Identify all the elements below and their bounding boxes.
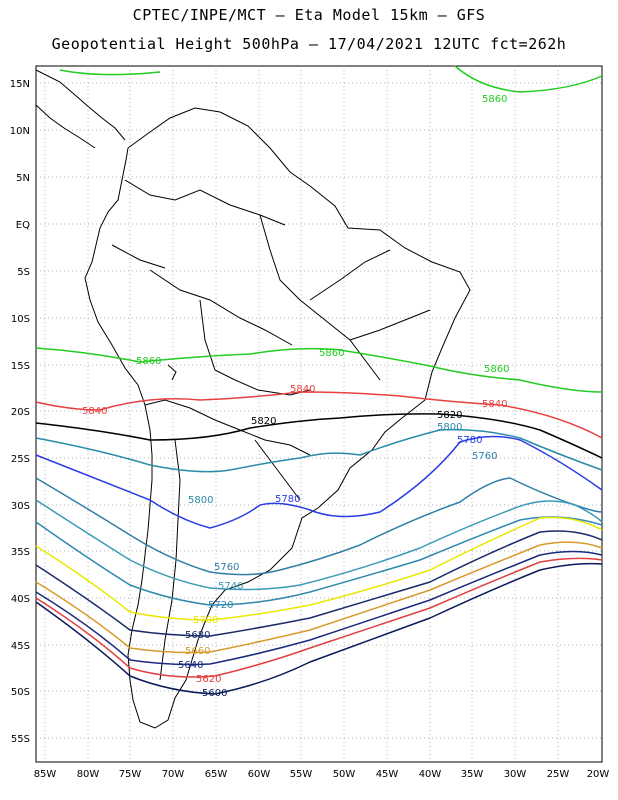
lon-label: 85W	[34, 769, 57, 780]
contour-label: 5640	[178, 660, 203, 671]
lon-label: 55W	[290, 769, 313, 780]
map-subtitle: Geopotential Height 500hPa – 17/04/2021 …	[51, 35, 567, 53]
lon-label: 20W	[587, 769, 610, 780]
lat-label: 35S	[11, 547, 30, 558]
lat-label: 55S	[11, 734, 30, 745]
contour-5700	[35, 516, 603, 621]
lon-label: 65W	[205, 769, 228, 780]
contour-label: 5840	[82, 406, 107, 417]
contour-lines	[35, 65, 603, 695]
longitude-labels: 85W 80W 75W 70W 65W 60W 55W 50W 45W 40W …	[34, 769, 610, 780]
contour-label: 5760	[472, 451, 497, 462]
lon-label: 40W	[419, 769, 442, 780]
lat-label: 15N	[10, 79, 30, 90]
contour-label: 5760	[214, 562, 239, 573]
contour-5860	[35, 347, 603, 393]
lat-label: 20S	[11, 407, 30, 418]
lon-label: 75W	[119, 769, 142, 780]
contour-5780	[35, 435, 603, 529]
lat-label: 10S	[11, 314, 30, 325]
contour-label: 5820	[251, 416, 276, 427]
lon-label: 25W	[547, 769, 570, 780]
contour-label: 5600	[202, 688, 227, 699]
contour-labels: 5860 5860 5860 5860 5840 5840 5840 5820 …	[82, 94, 509, 699]
contour-label: 5780	[275, 494, 300, 505]
contour-label: 5800	[437, 422, 462, 433]
lat-label: 10N	[10, 126, 30, 137]
lon-label: 50W	[333, 769, 356, 780]
map-frame	[35, 65, 603, 763]
lat-label: 5N	[16, 173, 30, 184]
contour-label: 5860	[319, 348, 344, 359]
lon-label: 80W	[77, 769, 100, 780]
lat-label: 25S	[11, 454, 30, 465]
contour-label: 5840	[482, 399, 507, 410]
lake-titicaca	[167, 364, 177, 381]
lat-label: 30S	[11, 501, 30, 512]
lon-label: 35W	[461, 769, 484, 780]
contour-5860-north	[59, 65, 603, 93]
contour-label: 5620	[196, 674, 221, 685]
contour-label: 5740	[218, 581, 243, 592]
lon-label: 30W	[504, 769, 527, 780]
lat-label: 5S	[17, 267, 30, 278]
contour-5820	[35, 413, 603, 459]
contour-label: 5860	[482, 94, 507, 105]
contour-label: 5860	[136, 356, 161, 367]
lat-label: 50S	[11, 687, 30, 698]
contour-5800	[35, 428, 603, 473]
south-america-coast	[84, 107, 471, 729]
contour-label: 5820	[437, 410, 462, 421]
contour-label: 5800	[188, 495, 213, 506]
contour-label: 5680	[185, 630, 210, 641]
lat-label: 45S	[11, 641, 30, 652]
latitude-labels: 15N 10N 5N EQ 5S 10S 15S 20S 25S 30S 35S…	[10, 79, 30, 745]
lon-label: 45W	[376, 769, 399, 780]
contour-5660	[35, 541, 603, 654]
lat-label: EQ	[16, 220, 30, 231]
contour-label: 5780	[457, 435, 482, 446]
contour-5680	[35, 530, 603, 637]
contour-label: 5700	[193, 615, 218, 626]
map-title: CPTEC/INPE/MCT – Eta Model 15km – GFS	[132, 6, 486, 24]
contour-5840	[35, 391, 603, 439]
lon-label: 60W	[248, 769, 271, 780]
contour-5640	[35, 550, 603, 666]
contour-label: 5860	[484, 364, 509, 375]
contour-5620	[35, 557, 603, 678]
central-america-coast	[35, 69, 126, 149]
contour-5600	[35, 562, 603, 695]
contour-5740	[35, 499, 603, 591]
lon-label: 70W	[162, 769, 185, 780]
lat-label: 15S	[11, 361, 30, 372]
contour-label: 5840	[290, 384, 315, 395]
contour-label: 5720	[208, 600, 233, 611]
contour-label: 5660	[185, 646, 210, 657]
lat-label: 40S	[11, 594, 30, 605]
contour-5760	[35, 477, 603, 576]
contour-5720	[35, 516, 603, 606]
